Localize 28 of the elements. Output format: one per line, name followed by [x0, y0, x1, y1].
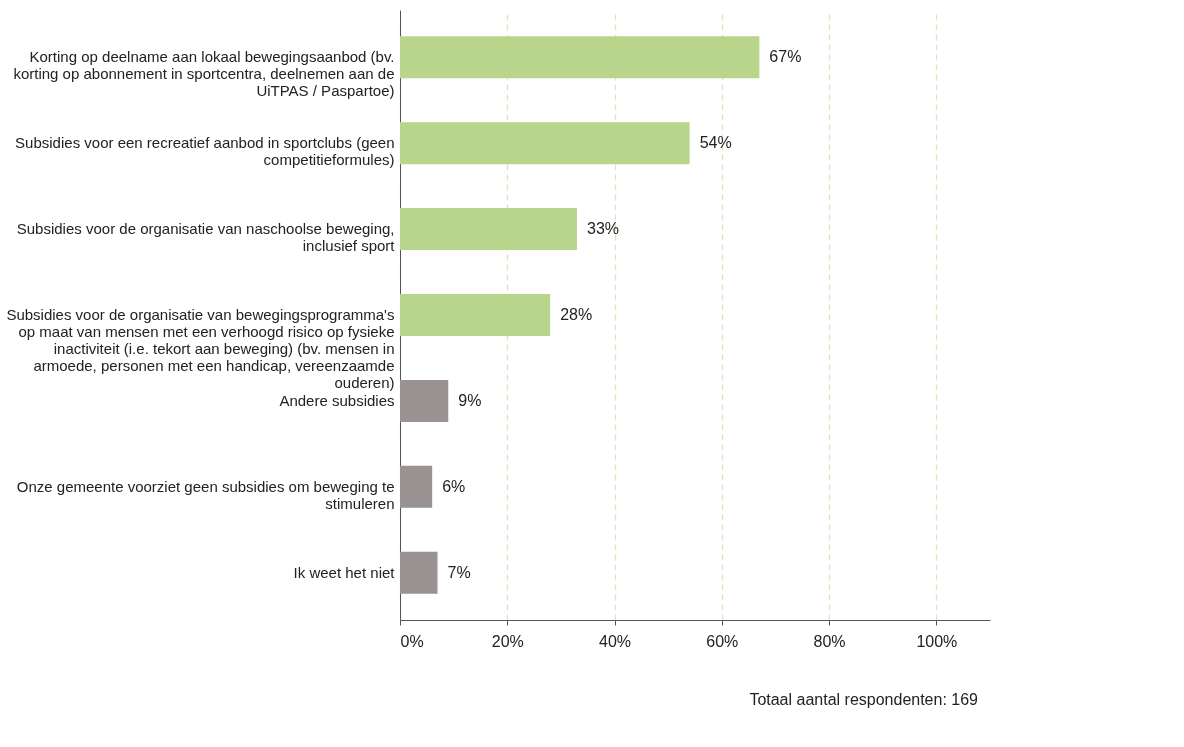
data-label: 67%	[769, 48, 802, 66]
y-tick-label: Korting op deelname aan lokaal bewegingsaanbod (bv. korting op abonnement in sportcentra, deelnemen aan de UiTPAS / Paspartoe)	[13, 48, 395, 100]
x-tick-label: 0%	[400, 632, 424, 650]
y-tick-label: Andere subsidies	[279, 391, 395, 409]
data-label: 9%	[458, 391, 482, 409]
y-tick-label: Subsidies voor een recreatief aanbod in sportclubs (geen competitieformules)	[15, 134, 395, 169]
data-label: 6%	[442, 477, 466, 495]
x-tick-label: 20%	[491, 632, 524, 650]
x-tick-label: 100%	[916, 632, 958, 650]
y-tick-label: Onze gemeente voorziet geen subsidies om beweging te stimuleren	[16, 477, 395, 512]
data-label: 33%	[587, 220, 620, 238]
bar	[400, 465, 433, 508]
bar	[400, 208, 577, 251]
data-label: 7%	[447, 563, 471, 581]
y-tick-label: Ik weet het niet	[293, 563, 396, 581]
x-tick-label: 60%	[706, 632, 739, 650]
data-label: 28%	[560, 306, 593, 323]
x-tick-label: 40%	[599, 632, 632, 650]
bar	[400, 294, 551, 336]
bar	[400, 36, 760, 79]
text: Totaal aantal respondenten: 169	[749, 691, 979, 708]
y-tick-label: Subsidies voor de organisatie van naschoolse beweging, inclusief sport	[16, 220, 396, 255]
x-tick-label: 80%	[813, 632, 846, 650]
data-label: 54%	[699, 134, 732, 152]
bar	[400, 379, 449, 422]
y-tick-label: Subsidies voor de organisatie van bewegingsprogramma's op maat van mensen met een verhoogd risico op fysieke inactiviteit (i.e. tekort aan beweging) (bv. mensen in armoede, personen met een handicap, vereenzaamde ouderen)	[6, 306, 395, 391]
bar	[400, 551, 438, 594]
bar	[400, 122, 690, 165]
